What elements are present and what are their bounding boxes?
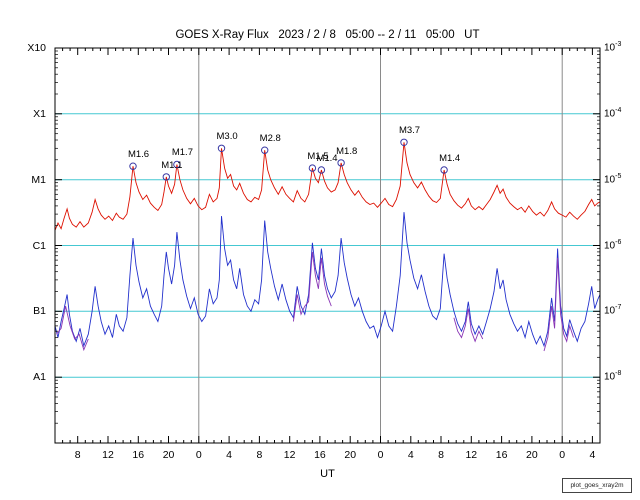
- x-axis-tick-label: 4: [407, 449, 414, 461]
- chart-title: GOES X-Ray Flux 2023 / 2 / 8 05:00 -- 2 …: [175, 29, 480, 41]
- x-axis-tick-label: 12: [102, 449, 114, 461]
- y-axis-class-label: X10: [27, 42, 46, 54]
- y-axis-class-label: A1: [33, 371, 46, 384]
- x-axis-tick-label: 0: [377, 449, 384, 461]
- flare-peak-marker: [400, 138, 408, 147]
- xray-long-1-8-angstrom: [54, 142, 601, 231]
- flare-peak-marker: [261, 146, 269, 154]
- x-axis-tick-label: 0: [195, 449, 202, 461]
- xray-short-secondary: [292, 251, 332, 322]
- y-axis-class-label: C1: [32, 239, 46, 252]
- flare-label: M3.0: [216, 131, 238, 143]
- y-axis-class-label: X1: [33, 107, 46, 120]
- x-axis-tick-label: 4: [589, 449, 596, 461]
- flare-label: M1.4: [316, 153, 338, 165]
- flare-peak-marker: [317, 166, 326, 174]
- x-axis-tick-label: 12: [283, 449, 296, 461]
- flare-peak-marker: [129, 162, 137, 170]
- flare-label: M1.6: [127, 149, 150, 161]
- flare-label: M1.4: [439, 153, 461, 165]
- plot-watermark: plot_goes_xray2m: [562, 478, 632, 493]
- x-axis-tick-label: 8: [74, 449, 81, 461]
- flare-label: M1.1: [161, 159, 183, 171]
- x-axis-tick-label: 8: [256, 449, 263, 461]
- x-axis-tick-label: 16: [495, 449, 508, 461]
- xray-short-0.5-4-angstrom: [54, 212, 601, 348]
- x-axis-tick-label: 20: [162, 449, 175, 461]
- flare-peak-marker: [337, 159, 345, 167]
- y-axis-flux-label: 10-5: [604, 172, 622, 185]
- x-axis-tick-label: 8: [438, 449, 444, 461]
- x-axis-tick-label: 4: [226, 449, 233, 461]
- flare-peak-marker: [217, 144, 226, 153]
- xray-short-secondary: [56, 306, 89, 352]
- flare-label: M1.7: [171, 147, 193, 159]
- y-axis-flux-label: 10-8: [604, 370, 622, 383]
- flare-label: M3.7: [398, 125, 421, 137]
- x-axis-tick-label: 20: [526, 449, 538, 461]
- flare-peak-marker: [162, 173, 171, 181]
- y-axis-flux-label: 10-3: [604, 41, 622, 54]
- xray-short-secondary: [453, 308, 484, 343]
- flare-peak-marker: [308, 164, 317, 172]
- xray-short-secondary: [543, 257, 574, 352]
- x-axis-tick-label: 12: [465, 449, 478, 461]
- y-axis-class-label: B1: [33, 305, 46, 318]
- flare-label: M1.5: [307, 151, 329, 163]
- flare-label: M1.8: [336, 145, 358, 157]
- y-axis-flux-label: 10-4: [604, 106, 622, 120]
- y-axis-flux-label: 10-6: [604, 238, 622, 251]
- flare-label: M2.8: [259, 133, 281, 145]
- x-axis-tick-label: 16: [314, 449, 326, 461]
- y-axis-class-label: M1: [31, 173, 46, 186]
- plot-border: [54, 47, 601, 444]
- flare-peak-marker: [173, 160, 181, 169]
- x-axis-tick-label: 0: [559, 449, 566, 461]
- x-axis-tick-label: 20: [344, 449, 357, 461]
- flare-peak-marker: [440, 166, 448, 174]
- x-axis-title: UT: [320, 468, 335, 480]
- x-axis-tick-label: 16: [132, 449, 145, 461]
- y-axis-flux-label: 10-7: [604, 304, 622, 317]
